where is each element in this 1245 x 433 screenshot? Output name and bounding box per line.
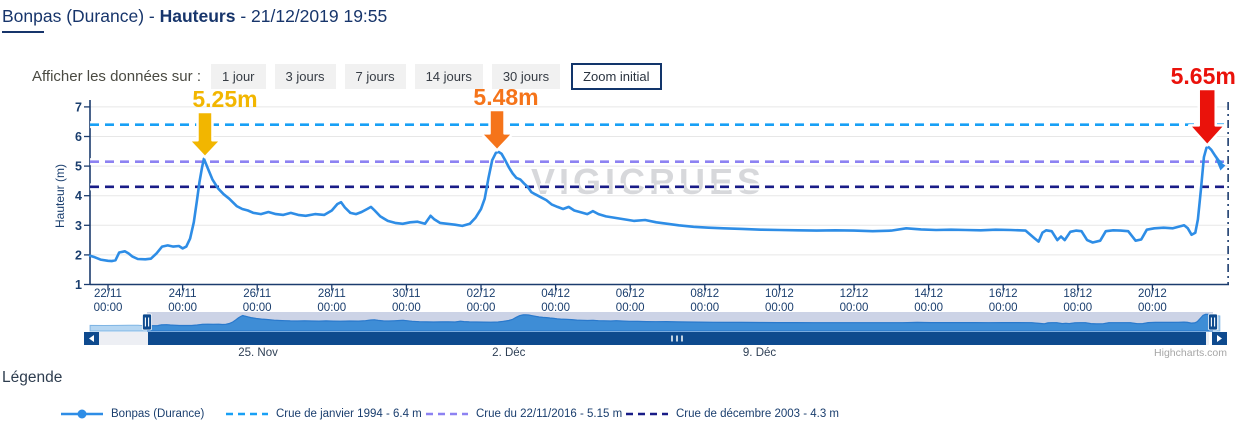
legend-dash-icon [226,412,268,416]
x-tick-label-18/12: 18/12 00:00 [1063,288,1092,314]
title-datetime: 21/12/2019 19:55 [251,6,388,26]
highcharts-credit[interactable]: Highcharts.com [1154,347,1227,359]
range-buttons-group: 1 jour 3 jours 7 jours 14 jours 30 jours [210,63,569,89]
station-name-link[interactable]: Bonpas (Durance) [2,6,145,26]
x-tick-label-02/12: 02/12 00:00 [467,288,496,314]
legend-items: Bonpas (Durance) Crue de janvier 1994 - 6… [0,405,1245,427]
legend-dash-icon [426,412,468,416]
x-tick-label-16/12: 16/12 00:00 [989,288,1018,314]
x-tick-label-30/11: 30/11 00:00 [392,288,421,314]
legend-item-0[interactable]: Bonpas (Durance) [60,405,204,423]
x-tick-label-12/12: 12/12 00:00 [840,288,869,314]
series-line-bonpas [88,145,1223,263]
scrollbar-left-arrow-icon [89,335,94,342]
peak-arrow-icon-5.48m [479,108,515,152]
series-latest-point-marker [1215,158,1226,171]
metric-name: Hauteurs [159,6,236,26]
peak-arrow-icon-5.25m [187,110,223,159]
x-tick-label-06/12: 06/12 00:00 [616,288,645,314]
range-button-30-jours[interactable]: 30 jours [491,63,561,89]
title-separator-2: - [235,6,252,26]
legend-heading: Légende [2,369,63,386]
x-tick-label-04/12: 04/12 00:00 [541,288,570,314]
peak-arrow-icon-5.65m [1187,87,1227,147]
x-tick-label-24/11: 24/11 00:00 [168,288,197,314]
range-controls: Afficher les données sur : 1 jour 3 jours… [32,62,662,90]
x-tick-label-26/11: 26/11 00:00 [243,288,272,314]
legend-item-label: Crue du 22/11/2016 - 5.15 m [476,408,623,420]
legend-item-label: Bonpas (Durance) [111,408,205,420]
y-tick-label-4: 4 [75,189,82,203]
range-button-7-jours[interactable]: 7 jours [344,63,406,89]
range-button-1-jour[interactable]: 1 jour [210,63,266,89]
y-tick-label-5: 5 [75,160,82,174]
range-button-3-jours[interactable]: 3 jours [274,63,336,89]
navigator-label-25-Nov: 25. Nov [238,347,278,359]
legend-item-3[interactable]: Crue de décembre 2003 - 4.3 m [625,405,839,423]
y-tick-label-2: 2 [75,248,82,262]
x-tick-label-14/12: 14/12 00:00 [914,288,943,314]
title-separator: - [144,6,160,26]
navigator-series-selected [147,313,1213,332]
legend-dash-icon [626,412,668,416]
vigicrues-watermark: VIGICRUES [531,161,765,202]
legend-item-2[interactable]: Crue du 22/11/2016 - 5.15 m [425,405,622,423]
navigator-label-2-D-c: 2. Déc [492,347,525,359]
x-tick-label-08/12: 08/12 00:00 [690,288,719,314]
y-tick-label-1: 1 [75,278,82,292]
scrollbar-right-arrow-icon [1217,335,1222,342]
navigator-label-9-D-c: 9. Déc [743,347,776,359]
range-controls-label: Afficher les données sur : [32,67,201,85]
navigator-right-handle[interactable] [1208,313,1218,331]
y-axis-title: Hauteur (m) [53,164,67,228]
title-underline [2,31,44,33]
legend-line-marker-icon [61,409,103,419]
x-tick-label-10/12: 10/12 00:00 [765,288,794,314]
legend-item-label: Crue de décembre 2003 - 4.3 m [676,408,840,420]
x-tick-label-22/11: 22/11 00:00 [94,288,123,314]
legend-item-label: Crue de janvier 1994 - 6.4 m [276,408,422,420]
range-button-14-jours[interactable]: 14 jours [414,63,483,89]
navigator-left-handle[interactable] [142,313,152,331]
zoom-initial-button[interactable]: Zoom initial [571,62,662,90]
x-tick-label-20/12: 20/12 00:00 [1138,288,1167,314]
y-tick-label-7: 7 [75,100,82,114]
y-tick-label-3: 3 [75,219,82,233]
x-tick-label-28/11: 28/11 00:00 [317,288,346,314]
peak-label-5.25m: 5.25m [192,86,257,112]
legend-item-1[interactable]: Crue de janvier 1994 - 6.4 m [225,405,422,423]
peak-label-5.65m: 5.65m [1171,63,1236,89]
hydrograph-chart[interactable]: VIGICRUES 1 2 3 4 5 6 7 Hauteur (m) 22/11 00:00 24/… [0,58,1245,363]
y-tick-label-6: 6 [75,130,82,144]
page-title: Bonpas (Durance) - Hauteurs - 21/12/2019… [2,6,387,27]
